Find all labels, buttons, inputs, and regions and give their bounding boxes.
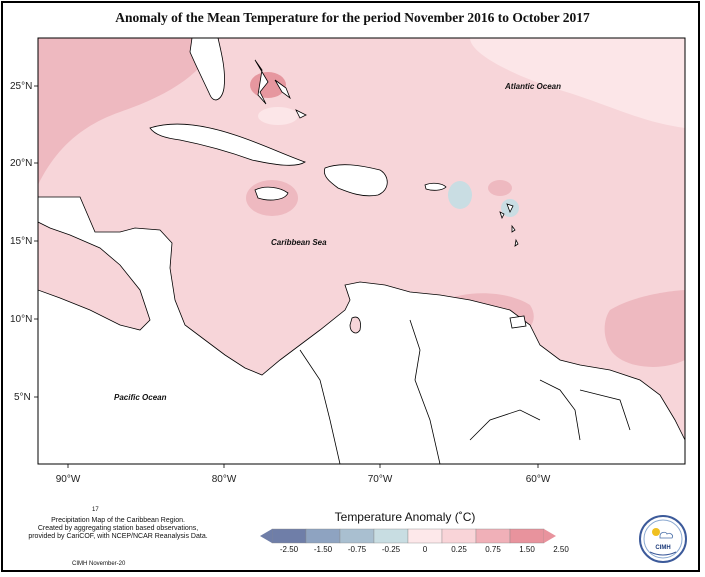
legend-title: Temperature Anomaly (˚C) bbox=[334, 510, 476, 524]
bahamas-land bbox=[254, 59, 269, 105]
lake-maracaibo bbox=[349, 316, 361, 334]
credit-text: CIMH November-20 bbox=[72, 561, 126, 567]
atlantic-ocean-label: Atlantic Ocean bbox=[505, 82, 562, 91]
lon-ticks bbox=[67, 464, 539, 468]
note-line: Created by aggregating station based obs… bbox=[37, 525, 199, 532]
legend-segment bbox=[509, 528, 545, 544]
light-anomaly-spot bbox=[258, 107, 298, 125]
lat-label-20n: 20°N bbox=[10, 158, 33, 169]
lat-label-15n: 15°N bbox=[10, 236, 33, 247]
lon-label-80w: 80°W bbox=[211, 474, 237, 485]
legend-tick-label: -1.50 bbox=[313, 545, 333, 554]
warm-anomaly-antilles bbox=[488, 180, 512, 196]
sun-icon bbox=[652, 528, 660, 536]
legend-segment bbox=[407, 528, 443, 544]
legend-left-arrow bbox=[260, 529, 272, 543]
legend-tick-label: 2.50 bbox=[553, 545, 569, 554]
map-title: Anomaly of the Mean Temperature for the … bbox=[115, 10, 590, 25]
caribbean-sea-label: Caribbean Sea bbox=[271, 238, 327, 247]
legend-segment bbox=[373, 528, 409, 544]
legend-segment bbox=[475, 528, 511, 544]
lat-label-25n: 25°N bbox=[10, 81, 33, 92]
cuba-land bbox=[149, 123, 306, 166]
cool-anomaly-spot bbox=[448, 181, 472, 209]
central-america-land bbox=[38, 196, 685, 464]
note-line: Precipitation Map of the Caribbean Regio… bbox=[51, 517, 185, 524]
lat-label-5n: 5°N bbox=[14, 392, 31, 403]
footnote-number: 17 bbox=[92, 507, 99, 513]
legend-segment bbox=[271, 528, 307, 544]
legend-segment bbox=[339, 528, 375, 544]
legend-segment bbox=[305, 528, 341, 544]
lon-label-60w: 60°W bbox=[525, 474, 551, 485]
legend-tick-label: 0.25 bbox=[451, 545, 467, 554]
trinidad-land bbox=[509, 315, 527, 329]
cimh-logo: CIMH bbox=[639, 515, 687, 563]
warm-anomaly-east-atlantic bbox=[604, 290, 685, 367]
lon-label-90w: 90°W bbox=[55, 474, 81, 485]
lon-label-70w: 70°W bbox=[367, 474, 393, 485]
legend-colorbar bbox=[260, 528, 556, 544]
light-anomaly-region bbox=[470, 38, 685, 128]
lat-ticks bbox=[34, 85, 38, 398]
florida-land bbox=[189, 38, 225, 101]
legend-right-arrow bbox=[544, 529, 556, 543]
warm-anomaly-region bbox=[38, 38, 215, 185]
jamaica-land bbox=[254, 186, 289, 201]
map-border bbox=[37, 37, 686, 465]
legend-tick-label: -0.25 bbox=[381, 545, 401, 554]
cloud-icon bbox=[659, 531, 673, 539]
legend-tick-label: -0.75 bbox=[347, 545, 367, 554]
hispaniola-land bbox=[323, 164, 388, 197]
lat-label-10n: 10°N bbox=[10, 314, 33, 325]
legend-segment bbox=[441, 528, 477, 544]
lesser-antilles-land bbox=[499, 211, 505, 220]
land-masses bbox=[38, 38, 685, 464]
logo-text: CIMH bbox=[655, 545, 670, 551]
puerto-rico-land bbox=[424, 182, 447, 191]
pacific-ocean-label: Pacific Ocean bbox=[114, 393, 167, 402]
legend-tick-label: -2.50 bbox=[279, 545, 299, 554]
note-line: provided by CariCOF, with NCEP/NCAR Rean… bbox=[28, 533, 208, 540]
legend-tick-label: 0.75 bbox=[485, 545, 501, 554]
legend-tick-label: 0 bbox=[422, 545, 428, 554]
legend-tick-label: 1.50 bbox=[519, 545, 535, 554]
map-notes: Precipitation Map of the Caribbean Regio… bbox=[28, 517, 208, 541]
